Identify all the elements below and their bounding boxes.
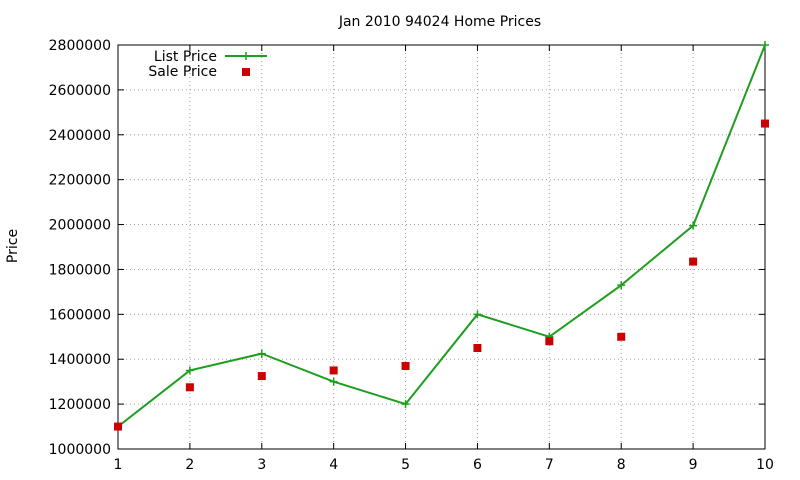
y-axis-label: Price <box>5 229 21 263</box>
sale-price-point <box>401 361 410 370</box>
list-price-point <box>401 400 410 409</box>
axis-ticks: 1000000 1200000 1400000 1600000 1800000 20000… <box>49 38 774 473</box>
legend-list-price-marker <box>242 52 250 60</box>
list-price-point <box>761 41 769 49</box>
sale-price-point <box>185 383 194 392</box>
legend-sale-price-marker <box>242 68 250 76</box>
y-tick-label: 2800000 <box>49 38 111 54</box>
list-price-point <box>617 281 626 290</box>
sale-price-point <box>114 422 122 431</box>
plot-frame <box>117 44 766 450</box>
legend-label-list-price: List Price <box>154 49 217 65</box>
sale-price-point <box>545 337 554 346</box>
x-tick-label: 9 <box>689 457 698 473</box>
y-tick-label: 1400000 <box>49 352 111 368</box>
list-price-point <box>329 377 338 386</box>
sale-price-point <box>329 366 338 375</box>
y-tick-label: 1800000 <box>49 262 111 278</box>
x-tick-label: 3 <box>257 457 266 473</box>
sale-price-point <box>689 257 698 266</box>
chart-title: Jan 2010 94024 Home Prices <box>338 14 541 30</box>
y-tick-label: 2000000 <box>49 218 111 234</box>
x-tick-label: 8 <box>617 457 626 473</box>
y-tick-label: 1600000 <box>49 307 111 323</box>
legend: List Price Sale Price <box>148 49 267 80</box>
y-tick-label: 2400000 <box>49 128 111 144</box>
list-price-point <box>689 221 698 230</box>
series-layer <box>114 41 769 431</box>
list-price-line <box>117 44 766 428</box>
y-tick-label: 1200000 <box>49 397 111 413</box>
x-tick-label: 1 <box>114 457 123 473</box>
legend-cross <box>242 52 250 60</box>
y-tick-label: 1000000 <box>49 442 111 458</box>
y-tick-label: 2200000 <box>49 173 111 189</box>
legend-label-sale-price: Sale Price <box>148 64 217 80</box>
list-price-point <box>257 349 266 358</box>
x-tick-label: 7 <box>545 457 554 473</box>
x-tick-label: 5 <box>401 457 410 473</box>
y-tick-label: 2600000 <box>49 83 111 99</box>
sale-price-point <box>257 372 266 381</box>
x-tick-label: 4 <box>329 457 338 473</box>
list-price-point <box>473 310 482 319</box>
list-price-point <box>185 366 194 375</box>
x-tick-label: 10 <box>756 457 774 473</box>
x-tick-label: 2 <box>185 457 194 473</box>
x-tick-label: 6 <box>473 457 482 473</box>
sale-price-point <box>473 344 482 352</box>
sale-price-point <box>617 332 626 341</box>
sale-price-point <box>761 119 769 128</box>
